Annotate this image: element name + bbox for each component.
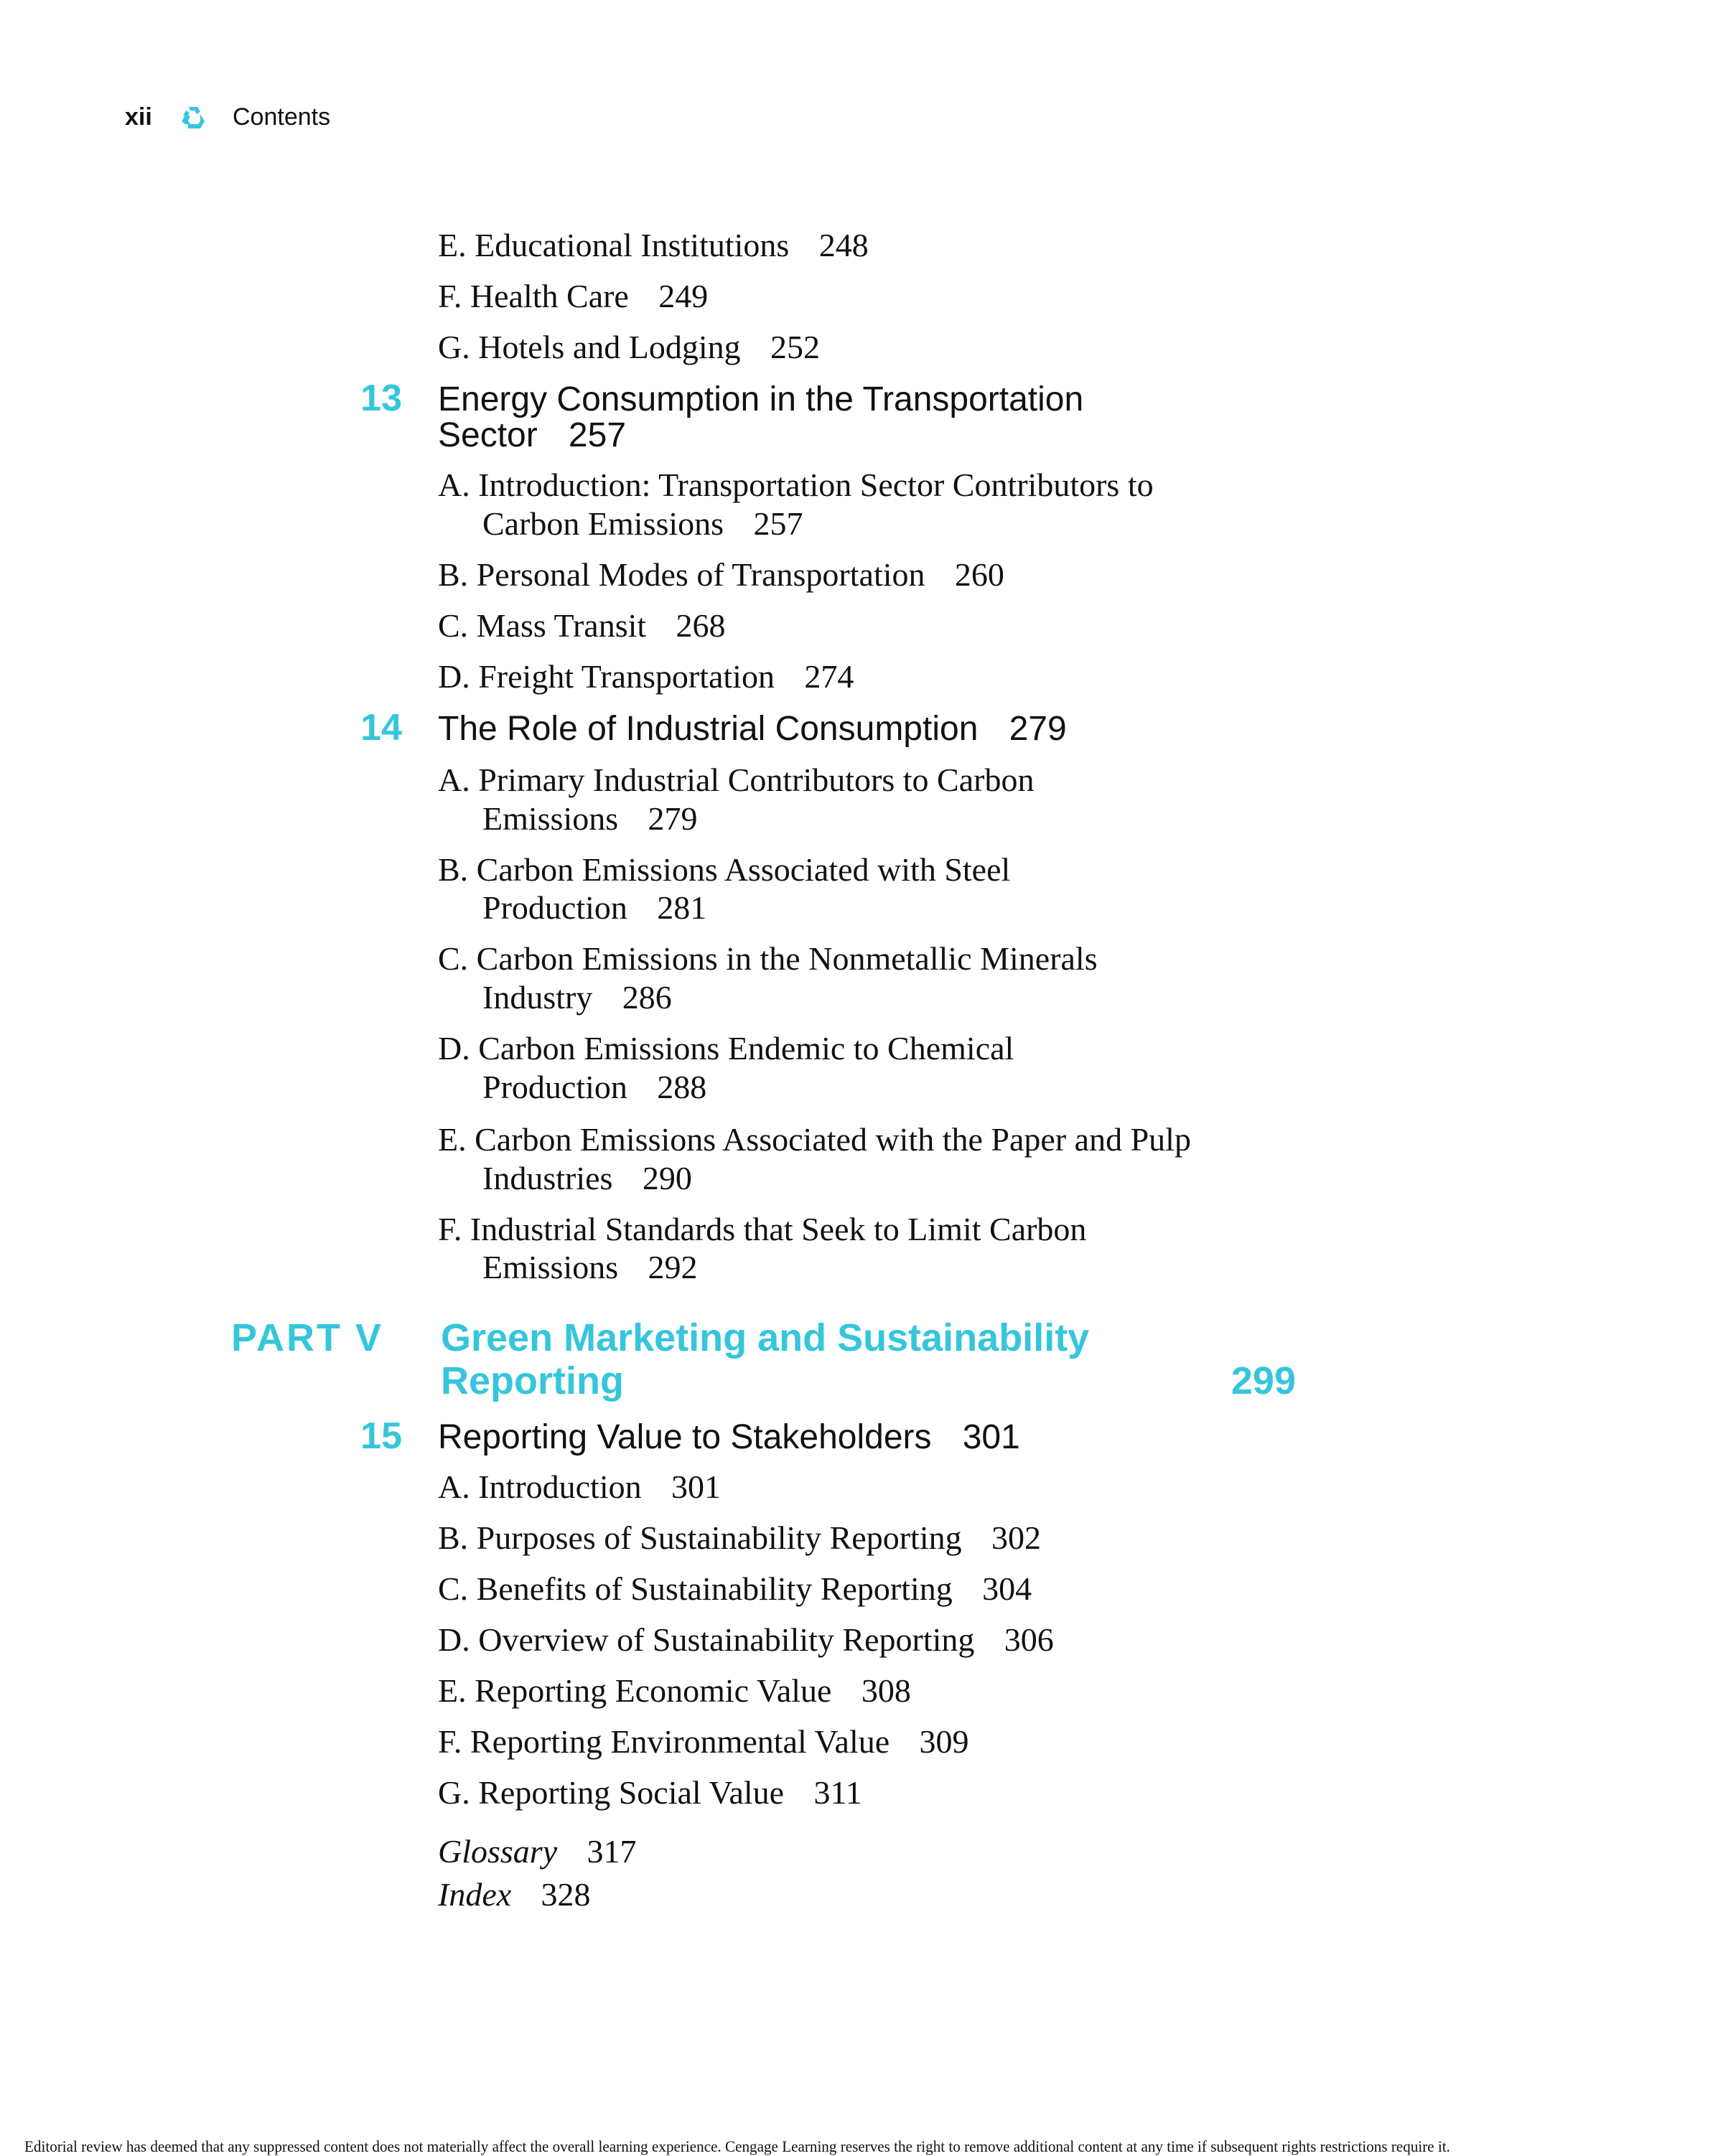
toc-entry[interactable]: C. Benefits of Sustainability Reporting 3… [438, 1570, 1032, 1607]
page-number: xii [125, 103, 152, 131]
toc-entry-cont[interactable]: Industry 286 [482, 979, 672, 1016]
chapter-number: 14 [360, 707, 402, 749]
toc-entry[interactable]: B. Personal Modes of Transportation 260 [438, 556, 1004, 593]
toc-entry-cont[interactable]: Industries 290 [482, 1160, 692, 1196]
part-page: 299 [1231, 1359, 1296, 1402]
toc-entry[interactable]: A. Introduction 301 [438, 1468, 722, 1505]
toc-entry[interactable]: E. Carbon Emissions Associated with the … [438, 1121, 1191, 1158]
toc-entry[interactable]: E. Educational Institutions 248 [438, 227, 869, 263]
toc-entry[interactable]: E. Reporting Economic Value 308 [438, 1672, 911, 1709]
toc-entry[interactable]: B. Carbon Emissions Associated with Stee… [438, 851, 1011, 888]
toc-entry[interactable]: D. Freight Transportation 274 [438, 658, 854, 695]
toc-entry[interactable]: G. Hotels and Lodging 252 [438, 329, 821, 365]
part-title[interactable]: Green Marketing and Sustainability [441, 1316, 1090, 1359]
chapter-title[interactable]: The Role of Industrial Consumption 279 [438, 710, 1067, 748]
recycle-icon [179, 104, 207, 131]
toc-entry[interactable]: A. Introduction: Transportation Sector C… [438, 467, 1154, 503]
toc-entry[interactable]: D. Carbon Emissions Endemic to Chemical [438, 1030, 1014, 1067]
footer-notice: Editorial review has deemed that any sup… [24, 2137, 1450, 2155]
chapter-title-cont[interactable]: Sector 257 [438, 416, 627, 454]
toc-entry[interactable]: D. Overview of Sustainability Reporting 3… [438, 1621, 1054, 1658]
running-title: Contents [233, 103, 331, 131]
toc-entry-cont[interactable]: Carbon Emissions 257 [482, 505, 803, 542]
chapter-number: 15 [360, 1415, 402, 1457]
toc-entry[interactable]: C. Mass Transit 268 [438, 607, 726, 644]
toc-entry[interactable]: G. Reporting Social Value 311 [438, 1774, 862, 1811]
toc-entry-cont[interactable]: Emissions 279 [482, 800, 698, 837]
toc-entry[interactable]: B. Purposes of Sustainability Reporting 3… [438, 1519, 1041, 1556]
toc-entry[interactable]: F. Industrial Standards that Seek to Lim… [438, 1211, 1087, 1247]
toc-entry-cont[interactable]: Emissions 292 [482, 1249, 698, 1285]
toc-entry[interactable]: F. Reporting Environmental Value 309 [438, 1723, 969, 1760]
toc-entry[interactable]: C. Carbon Emissions in the Nonmetallic M… [438, 940, 1098, 977]
index-entry[interactable]: Index 328 [438, 1876, 591, 1913]
toc-entry[interactable]: A. Primary Industrial Contributors to Ca… [438, 761, 1035, 798]
chapter-title[interactable]: Reporting Value to Stakeholders 301 [438, 1418, 1020, 1456]
toc-entry-cont[interactable]: Production 288 [482, 1069, 707, 1105]
part-title-cont[interactable]: Reporting [441, 1359, 624, 1402]
chapter-title[interactable]: Energy Consumption in the Transportation [438, 380, 1084, 418]
chapter-number: 13 [360, 378, 402, 419]
glossary-entry[interactable]: Glossary 317 [438, 1833, 637, 1870]
toc-entry[interactable]: F. Health Care 249 [438, 278, 709, 314]
toc-entry-cont[interactable]: Production 281 [482, 889, 707, 926]
part-label: PART V [231, 1316, 384, 1359]
